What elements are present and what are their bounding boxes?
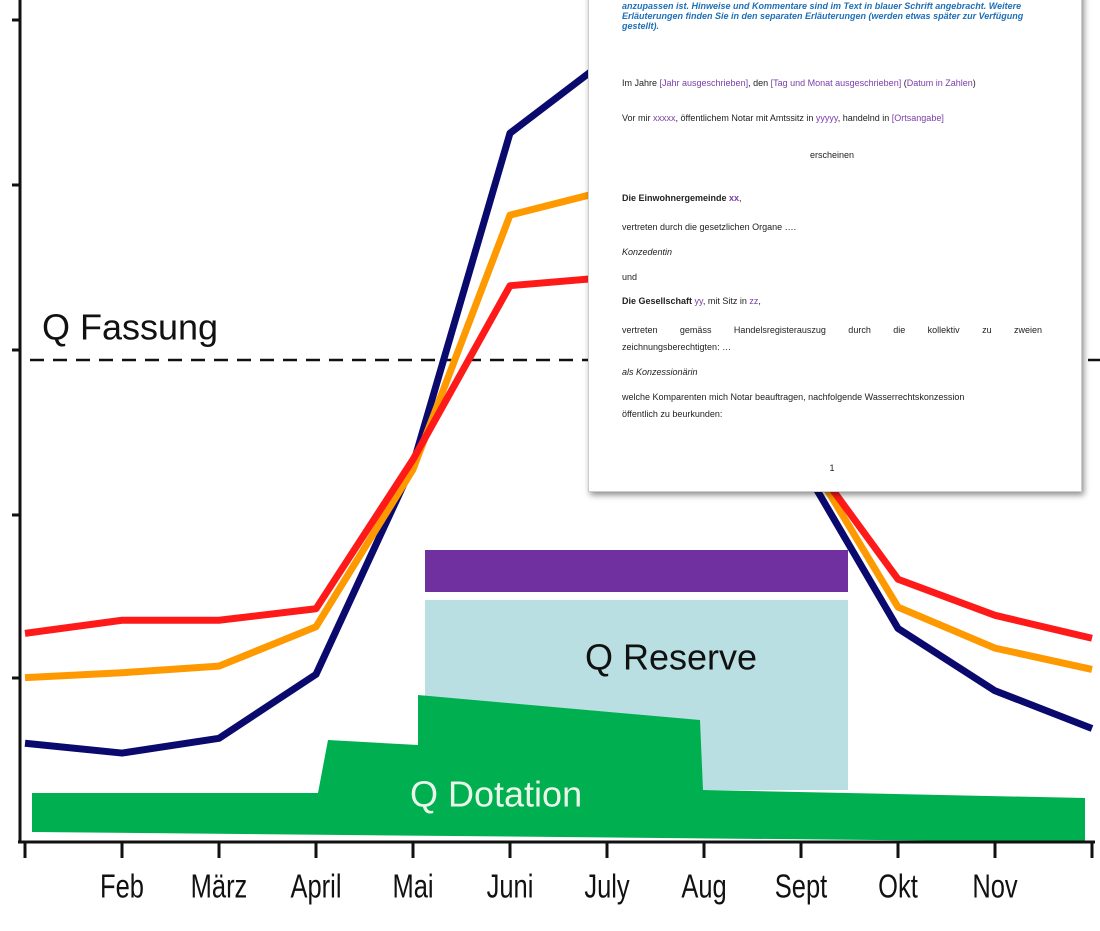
text: ,: [739, 193, 742, 203]
x-tick-label: März: [191, 868, 248, 905]
text: Datum in Zahlen: [907, 78, 973, 88]
doc-paragraph: Die Einwohnergemeinde xx,: [622, 190, 1042, 207]
doc-paragraph: welche Komparenten mich Notar beauftrage…: [622, 389, 1042, 406]
annotation: Q Fassung: [42, 307, 218, 348]
text: Im Jahre: [622, 78, 660, 88]
text: [Ortsangabe]: [892, 113, 944, 123]
doc-paragraph: Die Gesellschaft yy, mit Sitz in zz,: [622, 293, 1042, 310]
x-tick-label: July: [584, 868, 630, 905]
text: , öffentlichem Notar mit Amtssitz in: [676, 113, 816, 123]
doc-paragraph: als Konzessionärin: [622, 364, 1042, 381]
doc-page-number: 1: [622, 460, 1042, 477]
text: [Jahr ausgeschrieben]: [660, 78, 749, 88]
reserve-bar: [425, 550, 848, 592]
text: [Tag und Monat ausgeschrieben]: [771, 78, 902, 88]
text: , handelnd in: [838, 113, 892, 123]
doc-paragraph: und: [622, 269, 1042, 286]
y-axis: [12, 0, 20, 842]
text: xx: [729, 193, 739, 203]
doc-paragraph: Im Jahre [Jahr ausgeschrieben], den [Tag…: [622, 75, 1042, 92]
document: anzupassen ist. Hinweise und Kommentare …: [588, 0, 1082, 492]
text: ,: [758, 296, 761, 306]
x-tick-label: Sept: [775, 868, 827, 905]
annotation: Q Dotation: [410, 774, 582, 815]
x-tick-label: Aug: [681, 868, 726, 905]
doc-paragraph: erscheinen: [622, 147, 1042, 164]
text: yy: [695, 296, 703, 306]
annotation: Q Reserve: [585, 637, 757, 678]
page: {"chart_data":{"type":"line", "categorie…: [0, 0, 1100, 931]
doc-paragraph: Vor mir xxxxx, öffentlichem Notar mit Am…: [622, 110, 1042, 127]
x-tick-label: Mai: [392, 868, 433, 905]
x-ticks: Feb März April Mai Juni July Aug Sept Okt Nov: [25, 842, 1092, 905]
text: , den: [748, 78, 771, 88]
text: , mit Sitz in: [703, 296, 750, 306]
text: ): [973, 78, 976, 88]
doc-paragraph: zeichnungsberechtigten: …: [622, 339, 1042, 356]
text: Die Gesellschaft: [622, 296, 695, 306]
text: xxxxx: [653, 113, 676, 123]
x-tick-label: April: [291, 868, 342, 905]
doc-paragraph: vertreten durch die gesetzlichen Organe …: [622, 219, 1042, 236]
doc-paragraph: öffentlich zu beurkunden:: [622, 406, 1042, 423]
dotation-area: [32, 695, 1085, 842]
x-tick-label: Feb: [100, 868, 144, 905]
doc-paragraph: vertreten gemäss Handelsregisterauszug d…: [622, 322, 1042, 339]
text: Die Einwohnergemeinde: [622, 193, 729, 203]
text: Vor mir: [622, 113, 653, 123]
x-tick-label: Okt: [878, 868, 918, 905]
x-tick-label: Juni: [487, 868, 534, 905]
x-tick-label: Nov: [972, 868, 1018, 905]
text: yyyyy: [816, 113, 838, 123]
doc-header: anzupassen ist. Hinweise und Kommentare …: [622, 1, 1042, 31]
doc-paragraph: Konzedentin: [622, 244, 1042, 261]
